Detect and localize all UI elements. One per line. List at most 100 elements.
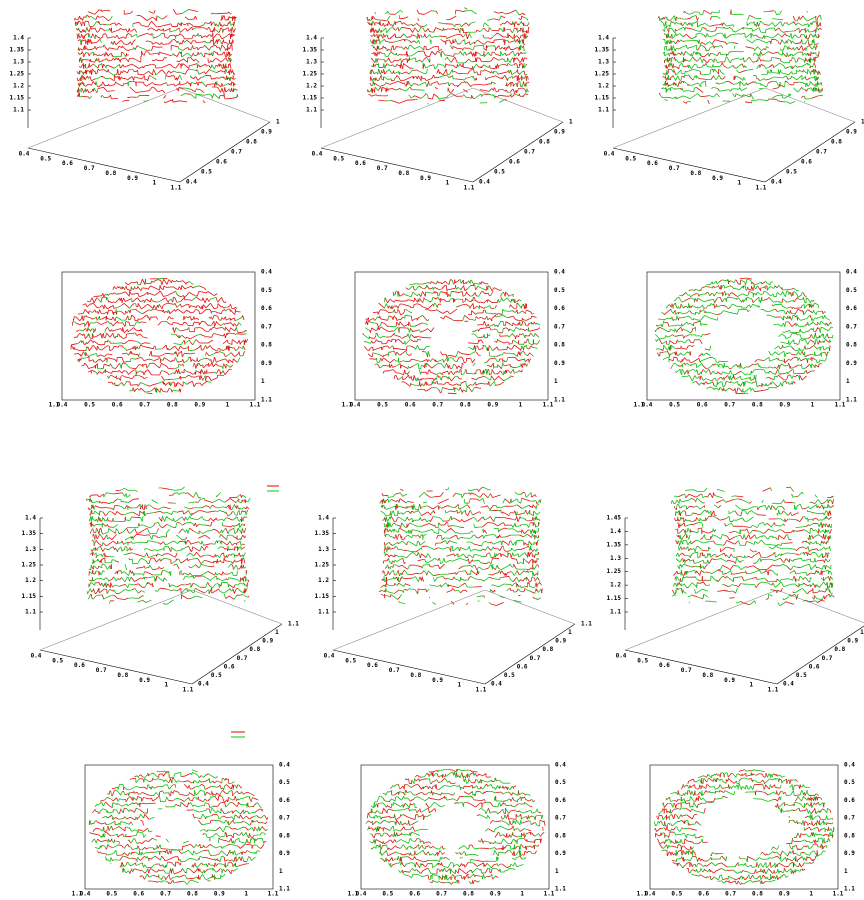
network-edge <box>381 30 383 32</box>
network-edge <box>202 297 206 303</box>
network-edge <box>477 65 481 69</box>
network-edge <box>799 28 803 33</box>
network-edge <box>424 72 427 75</box>
network-edge <box>182 304 186 307</box>
network-edge <box>368 94 371 96</box>
network-edge <box>151 20 157 28</box>
network-edge <box>760 84 762 86</box>
network-edge <box>662 38 665 41</box>
network-edge <box>86 300 90 303</box>
network-edge <box>802 15 806 20</box>
network-edge <box>76 322 80 325</box>
network-edge <box>374 82 378 86</box>
network-edge <box>765 41 769 44</box>
network-edge <box>73 336 77 339</box>
network-edge <box>161 65 167 68</box>
panel: 1.41.351.31.251.21.151.10.40.50.60.70.80… <box>303 7 573 192</box>
network-edge <box>426 34 431 39</box>
network-edge <box>209 34 212 37</box>
network-edge <box>504 20 508 25</box>
network-edge <box>763 78 766 81</box>
network-edge <box>194 54 198 57</box>
network-edge <box>464 7 467 10</box>
network-edge <box>367 89 370 93</box>
network-edge <box>91 318 94 320</box>
axis-line <box>764 87 856 123</box>
network-edge <box>156 72 159 75</box>
network-edge <box>675 73 678 76</box>
network-edge <box>96 321 102 326</box>
network-edge <box>420 95 425 99</box>
network-edge <box>103 304 108 310</box>
network-edge <box>795 22 799 26</box>
network-edge <box>423 59 425 61</box>
network-edge <box>113 41 117 45</box>
network-edge <box>680 75 683 81</box>
network-edge <box>93 336 97 338</box>
network-edge <box>112 304 115 309</box>
network-edge <box>230 21 232 26</box>
network-edge <box>124 321 126 327</box>
network-edge <box>84 75 88 81</box>
network-edge <box>403 46 406 50</box>
network-edge <box>384 46 387 50</box>
network-edge <box>102 333 104 335</box>
network-edge <box>113 36 116 38</box>
network-edge <box>765 79 769 81</box>
network-edge <box>768 51 773 54</box>
network-edge <box>686 60 688 62</box>
network-edge <box>134 28 137 32</box>
network-edge <box>515 94 520 97</box>
network-edge <box>127 33 131 35</box>
network-edge <box>208 60 212 63</box>
network-edge <box>199 285 205 289</box>
network-edge <box>374 35 376 38</box>
network-edge <box>200 34 202 37</box>
network-edge <box>739 87 742 91</box>
network-edge <box>92 302 98 308</box>
network-edge <box>765 66 770 69</box>
network-edge <box>787 101 791 104</box>
network-edge <box>746 81 754 86</box>
network-edge <box>761 84 767 88</box>
network-edge <box>161 42 164 45</box>
network-edge <box>495 91 499 93</box>
network-edge <box>509 9 517 14</box>
network-edge <box>125 82 129 85</box>
network-edge <box>774 28 778 32</box>
network-edge <box>157 321 163 326</box>
network-edge <box>451 88 455 93</box>
network-edge <box>147 303 154 309</box>
network-edge <box>220 83 223 87</box>
network-edge <box>451 27 455 30</box>
network-edge <box>386 34 389 39</box>
network-edge <box>398 38 405 42</box>
network-edge <box>806 77 811 81</box>
network-edge <box>406 99 416 101</box>
network-edge <box>211 54 214 57</box>
network-edge <box>760 20 765 25</box>
network-edge <box>183 321 187 324</box>
network-edge <box>786 52 789 57</box>
network-edge <box>752 52 755 57</box>
network-edge <box>416 39 419 44</box>
network-edge <box>134 45 138 50</box>
network-edge <box>218 30 221 33</box>
network-edge <box>764 24 769 26</box>
x-tick-label: 1 <box>737 180 741 187</box>
network-edge <box>713 87 718 89</box>
network-edge <box>229 63 232 69</box>
network-edge <box>786 76 788 80</box>
network-edge <box>197 64 200 66</box>
network-edge <box>112 316 116 322</box>
network-edge <box>385 27 387 33</box>
network-edge <box>703 45 707 49</box>
network-edge <box>143 83 147 87</box>
network-edge <box>374 60 376 63</box>
network-edge <box>755 99 760 101</box>
network-edge <box>88 310 93 313</box>
network-edge <box>718 83 721 85</box>
network-edge <box>150 27 158 32</box>
network-edge <box>805 38 809 43</box>
x-tick-label: 0.7 <box>84 165 95 172</box>
